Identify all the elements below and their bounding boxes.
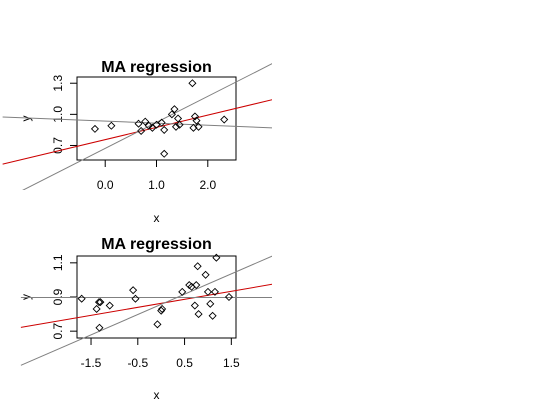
data-point <box>224 292 234 302</box>
data-point <box>174 114 183 123</box>
data-point <box>193 262 202 271</box>
data-point <box>171 122 181 131</box>
x-tick-label: 1.0 <box>148 178 165 192</box>
data-point <box>131 294 140 303</box>
data-point <box>92 304 101 313</box>
chart-title: MA regression <box>101 236 212 253</box>
x-tick-label: -0.5 <box>127 356 148 370</box>
data-point <box>190 112 200 121</box>
data-point <box>201 270 210 279</box>
x-axis-label: x <box>154 211 160 225</box>
x-tick-label: 0.5 <box>176 356 193 370</box>
data-point <box>178 287 187 296</box>
data-point <box>203 287 212 296</box>
ma-regression-line <box>20 283 272 328</box>
confidence-line <box>20 255 272 366</box>
y-tick-label: 1.1 <box>51 254 65 271</box>
data-point <box>194 310 203 319</box>
data-point <box>96 298 105 307</box>
data-point <box>206 299 215 308</box>
y-axis-label: y <box>19 294 33 300</box>
data-point <box>141 117 150 126</box>
data-point <box>175 120 184 129</box>
data-point <box>160 149 169 158</box>
data-point <box>153 320 162 329</box>
y-tick-label: 0.9 <box>51 288 65 305</box>
chart-title: MA regression <box>101 59 212 76</box>
x-tick-label: 1.5 <box>223 356 240 370</box>
x-tick-label: 0.0 <box>97 178 114 192</box>
plot-frame <box>76 76 237 161</box>
confidence-line <box>2 116 272 129</box>
data-point <box>105 301 114 310</box>
data-point <box>107 121 116 130</box>
data-point <box>212 253 221 262</box>
confidence-line <box>22 63 272 190</box>
regression-lines <box>20 255 272 366</box>
data-point <box>94 298 104 307</box>
data-point <box>170 105 179 114</box>
regression-lines <box>2 63 272 190</box>
data-point <box>208 311 217 320</box>
data-point <box>158 304 167 313</box>
x-tick-label: -1.5 <box>81 356 102 370</box>
data-point <box>194 122 203 131</box>
data-point <box>210 287 219 296</box>
data-point <box>144 121 153 130</box>
y-tick-label: 1.0 <box>51 106 65 123</box>
data-point <box>134 119 143 128</box>
data-point <box>190 301 199 310</box>
data-point <box>129 286 138 295</box>
x-tick-label: 2.0 <box>199 178 216 192</box>
y-axis-label: y <box>19 116 33 122</box>
x-axis-label: x <box>154 388 160 402</box>
y-tick-label: 1.3 <box>51 75 65 92</box>
data-point <box>192 281 201 290</box>
data-point <box>137 126 146 135</box>
data-point <box>160 125 169 134</box>
data-point <box>192 116 201 125</box>
y-tick-label: 0.7 <box>51 323 65 340</box>
data-point <box>95 323 104 332</box>
data-point <box>90 124 99 133</box>
chart-panel-2: MA regression -1.5 -0.5 0.5 1.5 0.7 0.9 1.1 x y <box>19 236 272 402</box>
data-point <box>167 110 176 119</box>
data-point <box>77 294 86 303</box>
data-point <box>188 79 197 88</box>
data-point <box>157 118 166 127</box>
data-point <box>220 115 229 124</box>
